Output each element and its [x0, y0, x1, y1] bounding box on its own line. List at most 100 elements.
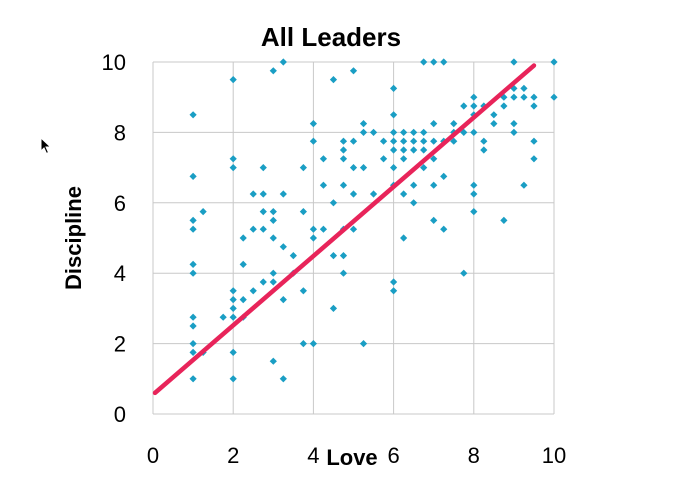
data-point [460, 102, 468, 110]
data-point [520, 84, 528, 92]
tick-labels: 0 2 4 6 8 10 0 2 4 6 8 10 [102, 50, 567, 468]
data-point [239, 296, 247, 304]
data-point [530, 102, 538, 110]
data-point [510, 120, 518, 128]
data-point [520, 181, 528, 189]
y-tick-label: 10 [102, 50, 126, 75]
data-point [410, 181, 418, 189]
data-point [379, 155, 388, 163]
data-point [329, 252, 338, 260]
data-point [440, 58, 448, 66]
data-point [229, 304, 237, 312]
data-point [530, 137, 538, 145]
data-point [470, 190, 478, 198]
y-axis-label: Discipline [61, 186, 86, 290]
data-point [189, 375, 197, 383]
data-point [400, 146, 408, 154]
data-point [430, 137, 438, 145]
data-point [390, 111, 398, 119]
data-point [269, 278, 277, 286]
data-point [410, 137, 418, 145]
data-point [430, 155, 438, 163]
data-point [420, 164, 428, 172]
data-point [229, 296, 237, 304]
data-point [279, 58, 287, 66]
data-point [229, 155, 237, 163]
data-point [269, 67, 277, 75]
data-point [189, 348, 197, 356]
data-point [390, 146, 398, 154]
data-point [430, 58, 438, 66]
data-point [189, 225, 197, 233]
data-point [259, 164, 267, 172]
data-point [269, 208, 277, 216]
data-point [420, 128, 428, 136]
data-point [189, 269, 197, 277]
data-point [470, 208, 478, 216]
data-point [309, 137, 317, 145]
data-point [500, 216, 508, 224]
y-tick-label: 8 [114, 120, 126, 145]
y-tick-label: 4 [114, 261, 126, 286]
data-point [189, 111, 197, 119]
data-point [229, 287, 237, 295]
data-point [339, 137, 348, 145]
data-point [470, 102, 478, 110]
data-point [400, 234, 408, 242]
data-point [400, 128, 408, 136]
data-point [369, 128, 378, 136]
y-tick-label: 0 [114, 402, 126, 427]
data-point [239, 234, 247, 242]
data-point [269, 357, 277, 365]
data-point [279, 243, 287, 251]
data-point [359, 128, 368, 136]
data-point [189, 260, 197, 268]
data-point [329, 304, 338, 312]
chart-title: All Leaders [261, 22, 401, 52]
data-point [460, 269, 468, 277]
data-point [410, 199, 418, 207]
data-point [279, 375, 287, 383]
data-point [339, 181, 348, 189]
data-point [390, 287, 398, 295]
data-point [410, 146, 418, 154]
data-point [229, 375, 237, 383]
data-point [500, 102, 508, 110]
data-point [299, 164, 307, 172]
data-point [189, 172, 197, 180]
y-tick-label: 6 [114, 191, 126, 216]
data-point [420, 58, 428, 66]
data-point [450, 120, 458, 128]
data-point [430, 216, 438, 224]
data-point [359, 120, 368, 128]
data-point [480, 146, 488, 154]
data-point [349, 67, 358, 75]
data-point [470, 181, 478, 189]
data-point [309, 225, 317, 233]
data-point [269, 269, 277, 277]
data-point [319, 225, 328, 233]
data-point [510, 84, 518, 92]
data-point [450, 137, 458, 145]
data-point [470, 93, 478, 101]
data-point [289, 252, 297, 260]
data-point [249, 225, 257, 233]
data-point [390, 164, 398, 172]
data-point [259, 190, 267, 198]
data-point [390, 128, 398, 136]
data-point [510, 58, 518, 66]
data-point [390, 278, 398, 286]
data-point [510, 128, 518, 136]
data-point [329, 199, 338, 207]
data-point [339, 252, 348, 260]
data-point [430, 181, 438, 189]
trendline [152, 63, 537, 396]
data-point [379, 137, 388, 145]
data-point [319, 181, 328, 189]
data-point [490, 120, 498, 128]
data-point [189, 313, 197, 321]
data-point [229, 76, 237, 84]
data-point [400, 137, 408, 145]
data-point [420, 137, 428, 145]
data-point [259, 208, 267, 216]
